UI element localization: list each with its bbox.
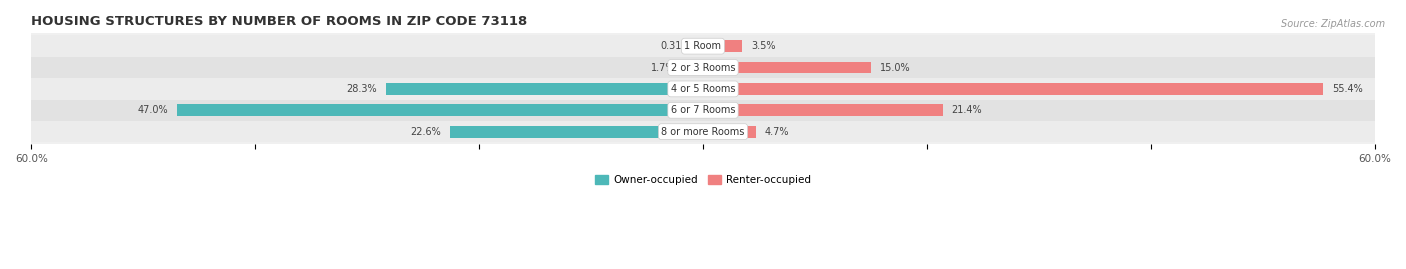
Text: 1 Room: 1 Room <box>685 41 721 51</box>
Text: 4.7%: 4.7% <box>765 127 789 137</box>
Bar <box>31 100 1375 121</box>
Legend: Owner-occupied, Renter-occupied: Owner-occupied, Renter-occupied <box>591 171 815 189</box>
Bar <box>703 126 755 137</box>
Bar <box>450 126 703 137</box>
Text: 15.0%: 15.0% <box>880 62 911 73</box>
Text: 22.6%: 22.6% <box>411 127 441 137</box>
Bar <box>31 36 1375 57</box>
Bar <box>177 104 703 116</box>
Bar <box>683 62 703 73</box>
Bar <box>31 121 1375 142</box>
Text: 28.3%: 28.3% <box>347 84 377 94</box>
Bar <box>703 104 942 116</box>
Text: 21.4%: 21.4% <box>952 105 983 115</box>
Bar <box>703 62 870 73</box>
Bar <box>387 83 703 95</box>
Text: 1.7%: 1.7% <box>651 62 675 73</box>
Text: 6 or 7 Rooms: 6 or 7 Rooms <box>671 105 735 115</box>
Bar <box>703 83 1323 95</box>
Text: 8 or more Rooms: 8 or more Rooms <box>661 127 745 137</box>
Text: 3.5%: 3.5% <box>751 41 776 51</box>
Text: HOUSING STRUCTURES BY NUMBER OF ROOMS IN ZIP CODE 73118: HOUSING STRUCTURES BY NUMBER OF ROOMS IN… <box>31 15 527 28</box>
Text: 2 or 3 Rooms: 2 or 3 Rooms <box>671 62 735 73</box>
Text: Source: ZipAtlas.com: Source: ZipAtlas.com <box>1281 19 1385 29</box>
Text: 4 or 5 Rooms: 4 or 5 Rooms <box>671 84 735 94</box>
Bar <box>703 40 742 52</box>
Text: 0.31%: 0.31% <box>659 41 690 51</box>
Text: 55.4%: 55.4% <box>1331 84 1362 94</box>
Text: 47.0%: 47.0% <box>138 105 167 115</box>
Bar <box>31 57 1375 78</box>
Bar <box>31 78 1375 100</box>
Bar <box>700 40 703 52</box>
